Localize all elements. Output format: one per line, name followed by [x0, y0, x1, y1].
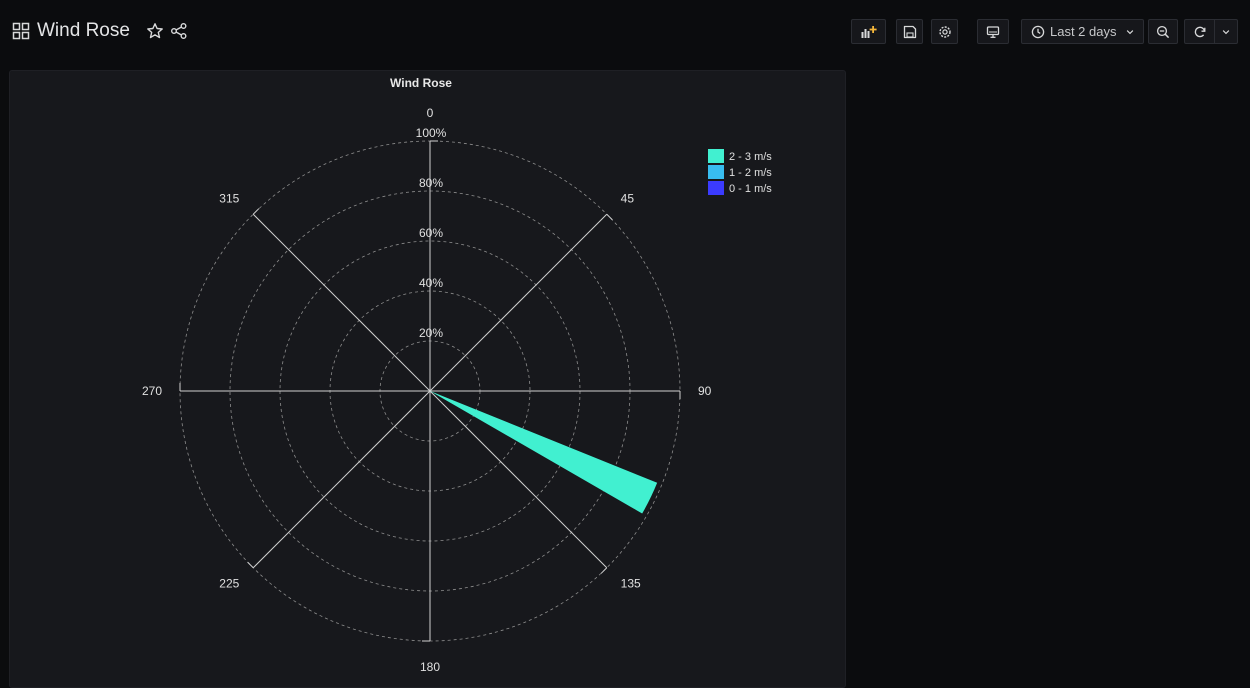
axis-line — [252, 390, 431, 569]
direction-label: 180 — [420, 660, 440, 674]
radial-tick-label: 80% — [419, 176, 443, 190]
chart-title: Wind Rose — [390, 76, 452, 90]
legend-label: 0 - 1 m/s — [729, 183, 772, 195]
axis-tick — [252, 208, 260, 215]
tv-mode-icon — [986, 25, 1000, 38]
dashboard-title-area: Wind Rose — [12, 17, 188, 45]
axis-line — [429, 213, 608, 392]
add-panel-icon — [861, 25, 877, 38]
clock-icon — [1031, 25, 1045, 38]
top-bar: Wind Rose — [0, 0, 1250, 62]
direction-label: 270 — [142, 384, 162, 398]
legend-label: 2 - 3 m/s — [729, 151, 772, 163]
time-range-label: Last 2 days — [1050, 24, 1117, 39]
zoom-out-icon — [1156, 25, 1170, 38]
axis-line — [429, 390, 608, 569]
zoom-out-button[interactable] — [1148, 19, 1178, 44]
refresh-button[interactable] — [1184, 19, 1214, 44]
axis-line — [252, 213, 431, 392]
wind-rose-chart: Wind Rose 0 45 90 135 180 225 270 315 20% 40% 60% 8… — [142, 76, 772, 674]
chevron-down-icon — [1222, 29, 1230, 34]
radial-tick-label: 100% — [416, 126, 447, 140]
dashboard-grid-icon[interactable] — [12, 22, 30, 40]
refresh-icon — [1194, 26, 1205, 37]
direction-label: 225 — [219, 577, 239, 591]
legend-swatch — [708, 149, 724, 163]
direction-label: 0 — [427, 106, 434, 120]
add-panel-button[interactable] — [851, 19, 886, 44]
dashboard-settings-button[interactable] — [931, 19, 958, 44]
star-icon[interactable] — [146, 22, 164, 40]
axis-tick — [606, 213, 613, 221]
direction-label: 90 — [698, 384, 712, 398]
save-icon — [903, 25, 916, 38]
radial-tick-label: 60% — [419, 226, 443, 240]
save-dashboard-button[interactable] — [896, 19, 923, 44]
legend-swatch — [708, 181, 724, 195]
direction-label: 315 — [219, 191, 239, 205]
wind-sector[interactable] — [430, 391, 658, 514]
dashboard-title[interactable]: Wind Rose — [37, 20, 130, 41]
time-range-picker[interactable]: Last 2 days — [1021, 19, 1144, 44]
chevron-down-icon — [1126, 29, 1133, 34]
legend-label: 1 - 2 m/s — [729, 167, 772, 179]
wind-rose-panel: Wind Rose 0 45 90 135 180 225 270 315 20% 40% 60% 8… — [9, 70, 846, 688]
settings-icon — [938, 25, 951, 38]
radial-tick-label: 20% — [419, 326, 443, 340]
tv-mode-button[interactable] — [977, 19, 1009, 44]
refresh-interval-dropdown[interactable] — [1214, 19, 1238, 44]
radial-tick-label: 40% — [419, 276, 443, 290]
direction-label: 135 — [621, 577, 641, 591]
legend-swatch — [708, 165, 724, 179]
axis-tick — [600, 567, 608, 574]
direction-label: 45 — [621, 191, 635, 205]
axis-tick — [247, 561, 254, 569]
share-icon[interactable] — [170, 22, 188, 40]
